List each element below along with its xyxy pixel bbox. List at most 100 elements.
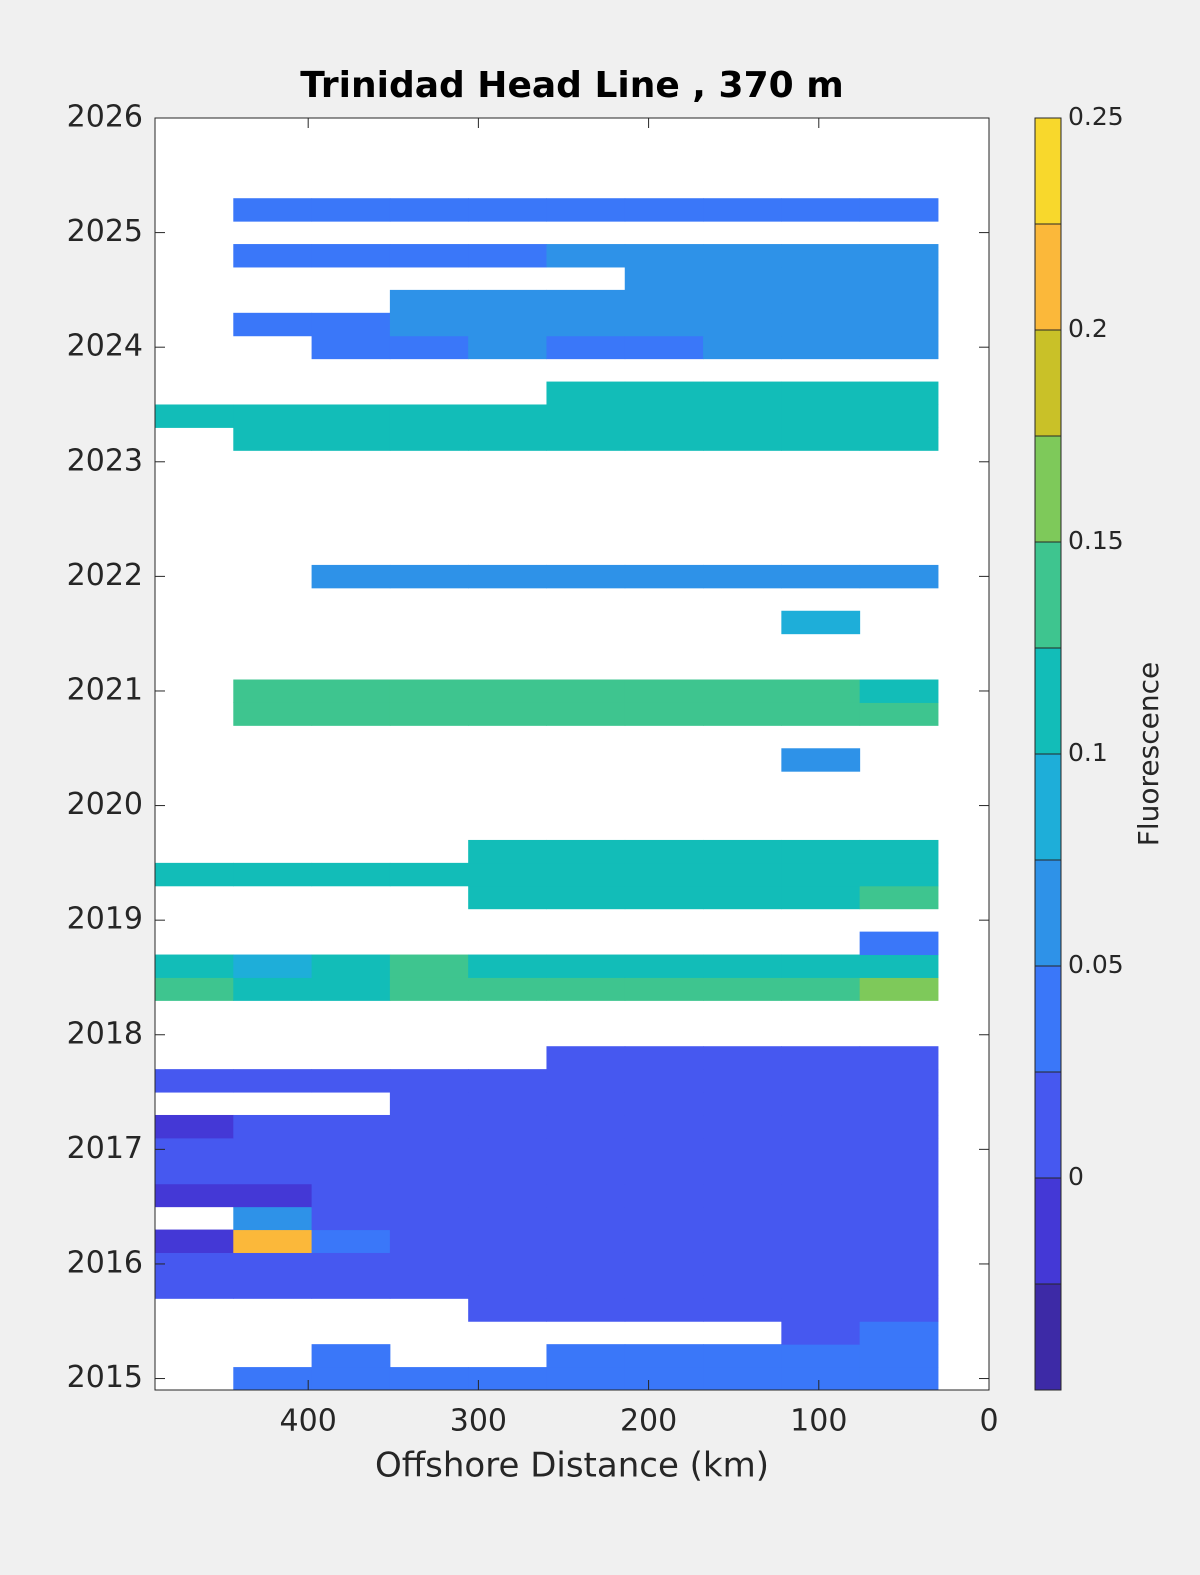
colorbar-segment [1035, 436, 1061, 542]
contour-cell [468, 1183, 547, 1208]
contour-cell [703, 1275, 782, 1299]
contour-cell [781, 1046, 861, 1070]
y-tick-label: 2016 [67, 1245, 143, 1280]
y-tick-label: 2026 [67, 100, 143, 135]
chart-title: Trinidad Head Line , 370 m [300, 65, 843, 106]
contour-cell [233, 244, 313, 268]
contour-cell [389, 1137, 469, 1162]
contour-cell [781, 1092, 861, 1116]
contour-cell [233, 1114, 313, 1139]
contour-cell [859, 1367, 939, 1391]
contour-cell [624, 1252, 704, 1276]
contour-cell [233, 679, 313, 703]
contour-cell [468, 1229, 547, 1253]
contour-cell [546, 1046, 626, 1070]
contour-cell [781, 702, 861, 726]
contour-cell [233, 1367, 313, 1391]
contour-cell [781, 1321, 861, 1345]
contour-cell [703, 427, 782, 451]
contour-cell [468, 702, 547, 726]
contour-cell [468, 1114, 547, 1139]
contour-cell [781, 1114, 861, 1139]
contour-cell [624, 427, 704, 451]
contour-cell [233, 1252, 313, 1276]
contour-cell [233, 1137, 313, 1162]
contour-cell [468, 1137, 547, 1162]
contour-cell [781, 1160, 861, 1185]
contour-cell [703, 1344, 782, 1368]
contour-cell [624, 312, 704, 337]
contour-cell [781, 954, 861, 978]
contour-cell [546, 1275, 626, 1299]
colorbar-segment [1035, 118, 1061, 224]
contour-cell [155, 862, 234, 887]
contour-cell [546, 289, 626, 314]
contour-cell [624, 862, 704, 887]
contour-cell [624, 1137, 704, 1162]
contour-cell [546, 404, 626, 428]
contour-cell [233, 977, 313, 1001]
contour-cell [311, 1275, 391, 1299]
contour-cell [468, 1206, 547, 1231]
contour-cell [546, 1160, 626, 1185]
contour-cell [859, 931, 939, 956]
contour-cell [703, 1092, 782, 1116]
contour-cell [781, 564, 861, 589]
contour-cell [311, 1206, 391, 1231]
colorbar-segment [1035, 1178, 1061, 1284]
contour-cell [859, 312, 939, 337]
contour-cell [546, 1183, 626, 1208]
contour-cell [781, 1137, 861, 1162]
contour-cell [233, 427, 313, 451]
contour-cell [155, 954, 234, 978]
contour-cell [624, 335, 704, 360]
contour-cell [859, 1229, 939, 1253]
contour-cell [624, 1344, 704, 1368]
contour-cell [546, 862, 626, 887]
contour-cell [624, 1298, 704, 1322]
contour-cell [233, 702, 313, 726]
contour-cell [703, 198, 782, 222]
contour-cell [781, 266, 861, 291]
contour-cell [703, 1114, 782, 1139]
contour-cell [468, 954, 547, 978]
contour-cell [311, 244, 391, 268]
contour-cell [546, 1114, 626, 1139]
contour-cell [311, 1229, 391, 1253]
colorbar-tick-label: 0.25 [1068, 102, 1124, 131]
contour-cell [546, 679, 626, 703]
contour-cell [468, 1092, 547, 1116]
contour-cell [468, 404, 547, 428]
contour-cell [155, 1160, 234, 1185]
contour-cell [703, 1137, 782, 1162]
contour-cell [468, 1298, 547, 1322]
contour-cell [233, 312, 313, 337]
contour-cell [468, 289, 547, 314]
contour-cell [389, 312, 469, 337]
colorbar-tick-label: 0.15 [1068, 526, 1124, 555]
contour-cell [624, 198, 704, 222]
contour-cell [859, 839, 939, 864]
contour-cell [703, 564, 782, 589]
contour-cell [468, 335, 547, 360]
colorbar-segment [1035, 330, 1061, 436]
contour-cell [703, 1160, 782, 1185]
y-tick-label: 2025 [67, 214, 143, 249]
contour-cell [389, 244, 469, 268]
contour-cell [311, 1160, 391, 1185]
contour-cell [624, 1069, 704, 1093]
contour-cell [859, 427, 939, 451]
contour-cell [546, 954, 626, 978]
contour-cell [546, 564, 626, 589]
contour-cells [155, 198, 939, 1391]
contour-cell [546, 1252, 626, 1276]
contour-cell [468, 1069, 547, 1093]
contour-cell [389, 1160, 469, 1185]
contour-cell [468, 427, 547, 451]
contour-cell [703, 885, 782, 910]
x-tick-label: 200 [620, 1404, 677, 1439]
colorbar-segment [1035, 1072, 1061, 1178]
contour-cell [703, 1183, 782, 1208]
contour-cell [624, 702, 704, 726]
